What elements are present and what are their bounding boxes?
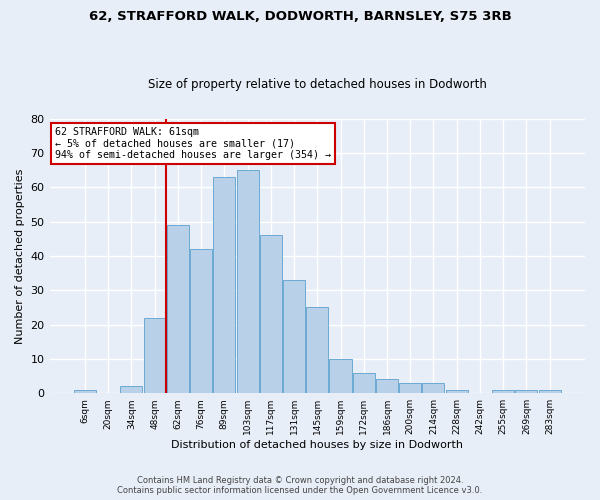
Bar (167, 225, 189, 393)
Bar (515, 390, 538, 393)
Bar (306, 308, 328, 393)
Y-axis label: Number of detached properties: Number of detached properties (15, 168, 25, 344)
Bar (446, 390, 468, 393)
Bar (190, 249, 212, 393)
Bar (422, 383, 445, 393)
Bar (143, 318, 166, 393)
Bar (399, 383, 421, 393)
Bar (539, 390, 560, 393)
Text: 62 STRAFFORD WALK: 61sqm
← 5% of detached houses are smaller (17)
94% of semi-de: 62 STRAFFORD WALK: 61sqm ← 5% of detache… (55, 127, 331, 160)
X-axis label: Distribution of detached houses by size in Dodworth: Distribution of detached houses by size … (171, 440, 463, 450)
Bar (329, 359, 352, 393)
Text: 62, STRAFFORD WALK, DODWORTH, BARNSLEY, S75 3RB: 62, STRAFFORD WALK, DODWORTH, BARNSLEY, … (89, 10, 511, 23)
Bar (121, 386, 142, 393)
Title: Size of property relative to detached houses in Dodworth: Size of property relative to detached ho… (148, 78, 487, 91)
Bar (492, 390, 514, 393)
Bar (236, 170, 259, 393)
Text: Contains HM Land Registry data © Crown copyright and database right 2024.
Contai: Contains HM Land Registry data © Crown c… (118, 476, 482, 495)
Bar (260, 236, 282, 393)
Bar (376, 380, 398, 393)
Bar (283, 280, 305, 393)
Bar (74, 390, 96, 393)
Bar (213, 177, 235, 393)
Bar (353, 372, 375, 393)
